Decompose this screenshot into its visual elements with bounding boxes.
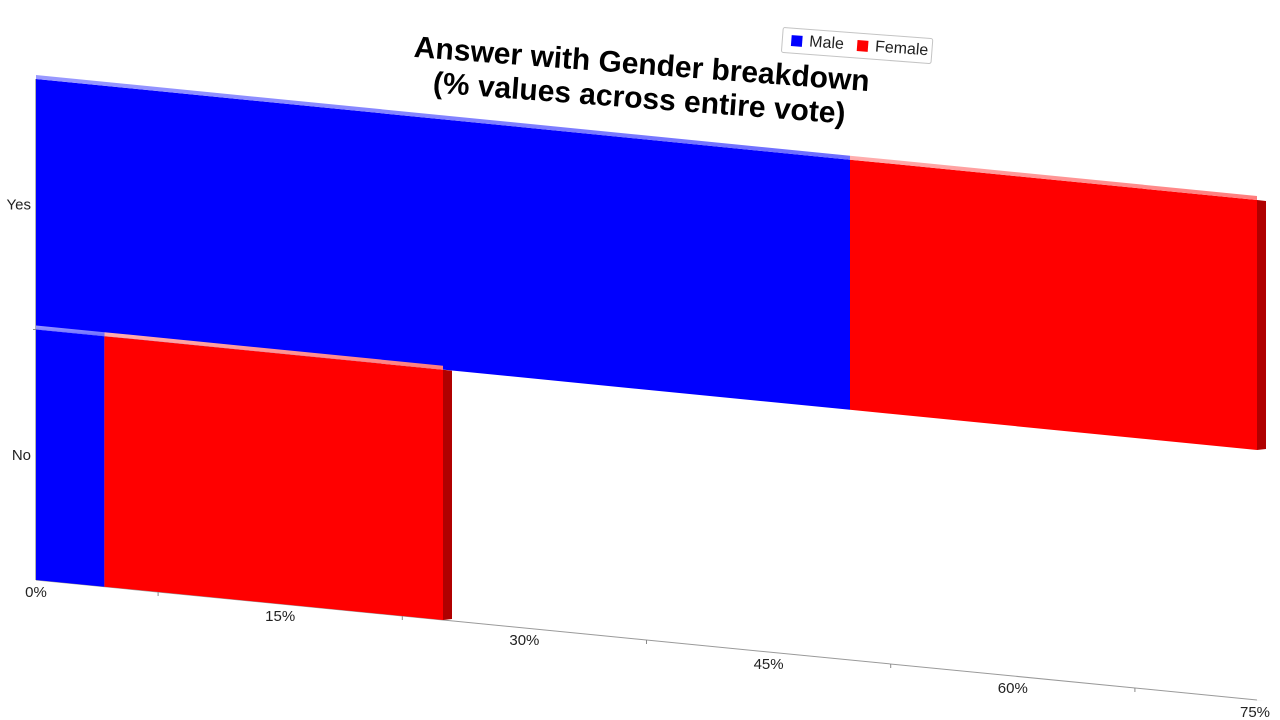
bar-face [850,159,1257,450]
bar-no-male [36,325,105,587]
x-tick-label: 0% [25,584,47,601]
legend-swatch-female [856,40,869,52]
bar-top-face [36,75,850,160]
x-tick-label: 60% [998,680,1028,697]
x-tick-label: 75% [1240,704,1270,720]
bar-yes-female [850,155,1266,450]
bar-face [36,329,105,587]
x-tick-label: 15% [265,608,295,625]
bar-no-female [104,332,452,620]
bar-top-face [850,155,1257,200]
x-tick-label: 30% [509,632,539,649]
legend: Male Female [781,27,934,64]
legend-swatch-male [790,35,803,47]
bar-side-face [1257,200,1266,450]
bar-yes-male [36,75,850,410]
legend-label-female: Female [874,38,929,59]
y-tick-label: No [12,447,31,464]
legend-label-male: Male [809,33,845,53]
bar-side-face [443,369,452,620]
y-tick-label: Yes [7,196,31,213]
bars [36,75,1266,620]
legend-items: Male Female [790,33,929,59]
x-tick-label: 45% [754,656,784,673]
bar-top-face [36,325,105,337]
bar-face [36,79,850,410]
tick-labels: Yes No 0% 15% 30% 45% 60% 75% [7,196,1271,720]
bar-top-face [104,332,444,370]
bar-face [104,336,444,620]
